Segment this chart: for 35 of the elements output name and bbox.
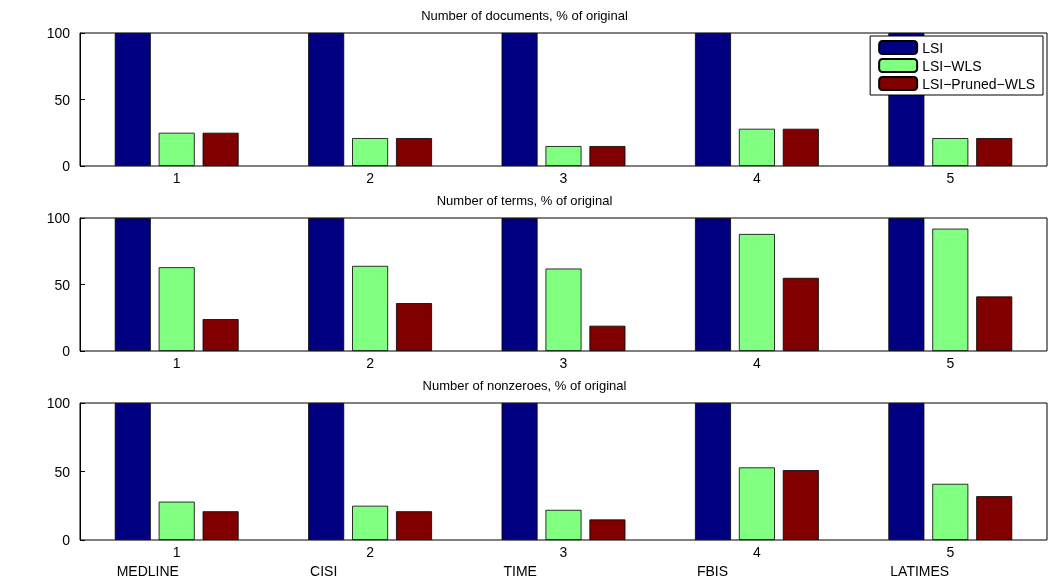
text: MEDLINE [116,563,179,579]
y-tick-label: 0 [62,343,71,359]
legend-label: LSI−Pruned−WLS [922,75,1036,92]
y-tick-label: 100 [46,25,71,41]
y-tick-label: 50 [54,463,71,480]
y-tick-label: 50 [54,91,71,108]
x-tick-label: 3 [559,355,568,371]
x-tick-label: 5 [946,355,955,371]
text: CISI [310,563,338,579]
text: LATIMES [890,563,950,579]
x-tick-label: 4 [753,170,761,186]
text: FBIS [696,563,729,579]
x-tick-label: 2 [366,544,375,560]
legend-label: LSI−WLS [922,57,982,74]
x-tick-label: 1 [172,170,181,186]
chart-title: Number of documents, % of original [421,8,628,23]
y-tick-label: 50 [54,276,71,293]
chart-title: Number of terms, % of original [436,193,613,208]
x-tick-label: 2 [366,355,375,371]
y-tick-label: 100 [46,395,71,411]
x-tick-label: 2 [366,170,375,186]
x-tick-label: 4 [753,355,761,371]
x-tick-label: 4 [753,544,761,560]
text: TIME [503,563,537,579]
x-tick-label: 1 [172,355,181,371]
x-tick-label: 3 [559,170,568,186]
x-tick-label: 5 [946,170,955,186]
y-tick-label: 0 [62,532,71,548]
x-tick-label: 1 [172,544,181,560]
legend-label: LSI [922,39,944,56]
chart-title: Number of nonzeroes, % of original [422,378,627,393]
y-tick-label: 100 [46,210,71,226]
x-tick-label: 5 [946,544,955,560]
y-tick-label: 0 [62,158,71,174]
x-tick-label: 3 [559,544,568,560]
